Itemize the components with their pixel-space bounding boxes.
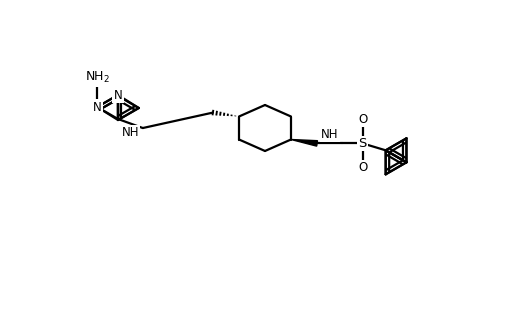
Text: N: N [93,101,101,114]
Text: NH: NH [321,128,338,141]
Text: S: S [359,137,367,150]
Text: O: O [358,161,367,174]
Text: NH$_2$: NH$_2$ [84,70,110,86]
Text: NH: NH [121,126,139,139]
Text: N: N [114,89,122,102]
Text: O: O [358,113,367,126]
Polygon shape [291,140,317,146]
